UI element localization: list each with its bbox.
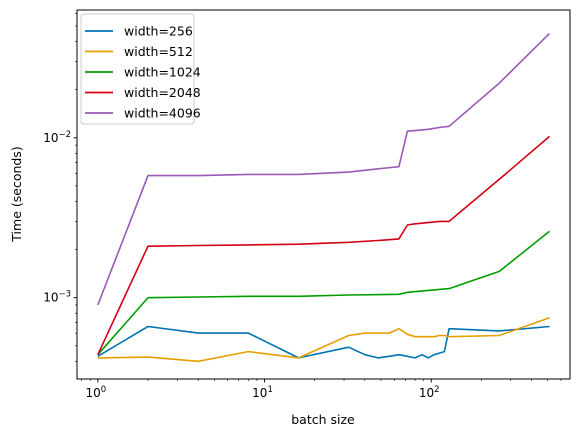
y-tick-label-0: 10−3 bbox=[43, 290, 71, 305]
y-axis-ticks: 10−3 10−2 bbox=[43, 13, 77, 362]
x-tick-label-0: 100 bbox=[85, 385, 106, 400]
y-axis-label: Time (seconds) bbox=[9, 146, 24, 242]
legend: width=256 width=512 width=1024 width=2048 wi… bbox=[80, 13, 201, 125]
x-tick-label-1: 101 bbox=[252, 385, 273, 400]
plot-frame bbox=[76, 9, 571, 380]
legend-label-4: width=4096 bbox=[124, 106, 201, 121]
y-tick-label-1: 10−2 bbox=[43, 130, 71, 145]
x-axis-label: batch size bbox=[291, 412, 355, 427]
series-line-0 bbox=[97, 325, 550, 359]
series-layer bbox=[97, 32, 551, 363]
legend-label-0: width=256 bbox=[124, 24, 193, 39]
series-line-1 bbox=[97, 316, 550, 363]
x-tick-label-2: 102 bbox=[419, 385, 440, 400]
series-line-3 bbox=[97, 135, 551, 356]
legend-label-3: width=2048 bbox=[124, 85, 201, 100]
series-line-4 bbox=[97, 32, 551, 306]
x-axis-ticks: 100 101 102 bbox=[81, 379, 562, 400]
legend-label-2: width=1024 bbox=[124, 65, 201, 80]
legend-label-1: width=512 bbox=[124, 44, 193, 59]
legend-box bbox=[80, 13, 195, 125]
series-line-2 bbox=[97, 230, 550, 356]
